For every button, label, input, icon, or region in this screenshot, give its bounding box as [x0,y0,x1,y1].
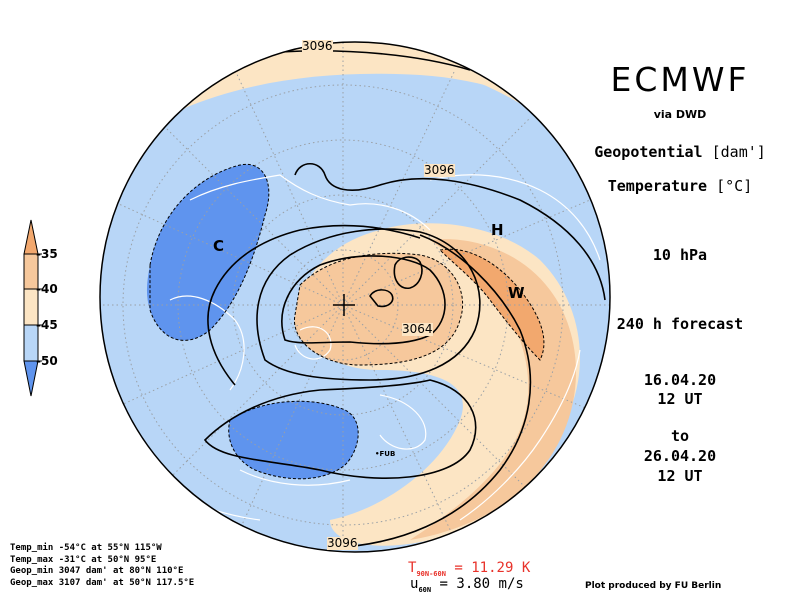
station-marker: •FUB [375,450,396,458]
forecast-hours: 240 h forecast [616,315,744,333]
t-symbol: T [408,560,417,576]
geop-min: Geop_min 3047 dam' at 80°N 110°E [10,566,184,576]
t-value: = 11.29 K [454,560,531,576]
u-symbol: u [410,576,419,592]
pole-marker [333,294,355,316]
t-subscript: 90N-60N [416,569,446,578]
station-label: FUB [379,450,396,458]
colorbar-label-4: -50 [36,354,58,368]
warm-marker: W [508,284,525,302]
colorbar-label-3: -45 [36,318,58,332]
temperature-name: Temperature [607,177,708,195]
warm-max-region [440,249,544,360]
end-date: 26.04.20 [643,447,717,465]
temperature-unit: [°C] [716,177,753,195]
contour-label-bottom: 3096 [327,536,358,550]
colorbar-bottom-tip [23,360,39,397]
start-hour: 12 UT [657,390,703,408]
pressure-level: 10 hPa [652,246,708,264]
temperature-difference: T90N-60N = 11.29 K [408,560,530,578]
colorbar [23,219,42,397]
credit-label: Plot produced by FU Berlin [585,581,722,591]
contour-label-north: 3096 [424,163,455,177]
geopotential-label: Geopotential [dam'] [585,143,775,161]
temp-min: Temp_min -54°C at 55°N 115°W [10,543,162,553]
source-label: via DWD [653,108,707,121]
contour-label-top: 3096 [302,39,333,53]
temp-max: Temp_max -31°C at 50°N 95°E [10,554,157,565]
map-border [99,41,611,553]
cold-lobe-northwest [146,164,269,341]
to-label: to [670,427,690,445]
high-marker: H [491,221,504,239]
end-hour: 12 UT [657,467,703,485]
u-subscript: 60N [418,585,432,594]
cold-lobe-south [228,401,359,479]
geopotential-name: Geopotential [594,143,703,161]
u-value: = 3.80 m/s [439,576,524,592]
extrema-stats: Temp_min -54°C at 55°N 115°W Temp_max -3… [10,543,194,589]
colorbar-label-2: -40 [36,282,58,296]
warm-core-region [294,253,463,365]
geop-max: Geop_max 3107 dam' at 50°N 117.5°E [10,577,195,588]
zonal-wind: u60N = 3.80 m/s [410,576,524,594]
start-date: 16.04.20 [643,371,717,389]
model-title: ECMWF [610,60,750,99]
low-marker: C [213,237,225,255]
geopotential-unit: [dam'] [711,143,766,161]
temperature-label: Temperature [°C] [585,177,775,195]
contour-label-center: 3064 [402,322,433,336]
colorbar-label-1: -35 [36,247,58,261]
